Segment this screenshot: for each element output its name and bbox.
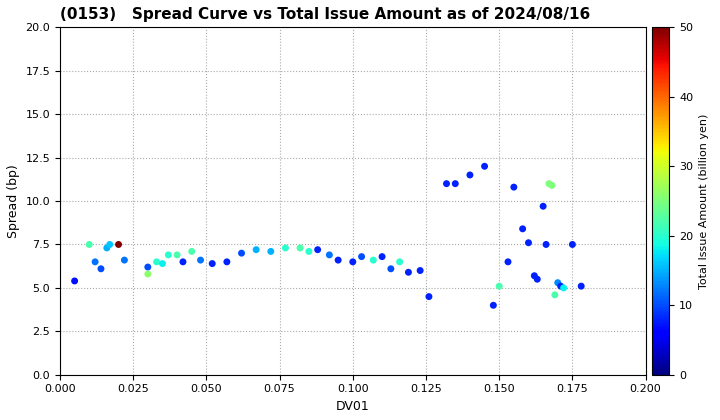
Point	[265, 248, 276, 255]
Point	[508, 184, 520, 191]
Point	[142, 264, 153, 270]
Point	[479, 163, 490, 170]
Point	[119, 257, 130, 263]
Point	[423, 293, 435, 300]
Point	[549, 291, 561, 298]
Point	[385, 265, 397, 272]
Point	[235, 250, 247, 257]
Point	[163, 252, 174, 258]
Point	[195, 257, 207, 263]
Point	[177, 258, 189, 265]
Point	[558, 284, 570, 291]
Point	[537, 203, 549, 210]
X-axis label: DV01: DV01	[336, 400, 369, 413]
Point	[528, 273, 540, 279]
Point	[567, 241, 578, 248]
Point	[151, 258, 163, 265]
Point	[415, 267, 426, 274]
Y-axis label: Total Issue Amount (billion yen): Total Issue Amount (billion yen)	[699, 113, 708, 289]
Point	[347, 258, 359, 265]
Point	[294, 244, 306, 251]
Point	[555, 283, 567, 289]
Point	[552, 279, 564, 286]
Point	[575, 283, 587, 289]
Point	[540, 241, 552, 248]
Point	[523, 239, 534, 246]
Point	[367, 257, 379, 263]
Point	[171, 252, 183, 258]
Point	[377, 253, 388, 260]
Point	[394, 258, 405, 265]
Point	[312, 246, 323, 253]
Point	[69, 278, 81, 284]
Y-axis label: Spread (bp): Spread (bp)	[7, 164, 20, 238]
Point	[449, 180, 461, 187]
Point	[251, 246, 262, 253]
Point	[493, 283, 505, 289]
Point	[441, 180, 452, 187]
Point	[531, 276, 543, 283]
Point	[157, 260, 168, 267]
Point	[303, 248, 315, 255]
Point	[517, 226, 528, 232]
Point	[221, 258, 233, 265]
Point	[101, 244, 112, 251]
Point	[464, 172, 476, 178]
Point	[356, 253, 367, 260]
Point	[207, 260, 218, 267]
Point	[546, 182, 558, 189]
Point	[543, 180, 554, 187]
Point	[323, 252, 335, 258]
Text: (0153)   Spread Curve vs Total Issue Amount as of 2024/08/16: (0153) Spread Curve vs Total Issue Amoun…	[60, 7, 590, 22]
Point	[333, 257, 344, 263]
Point	[84, 241, 95, 248]
Point	[95, 265, 107, 272]
Point	[279, 244, 291, 251]
Point	[113, 241, 125, 248]
Point	[487, 302, 499, 309]
Point	[104, 241, 115, 248]
Point	[89, 258, 101, 265]
Point	[142, 270, 153, 277]
Point	[402, 269, 414, 276]
Point	[186, 248, 197, 255]
Point	[503, 258, 514, 265]
